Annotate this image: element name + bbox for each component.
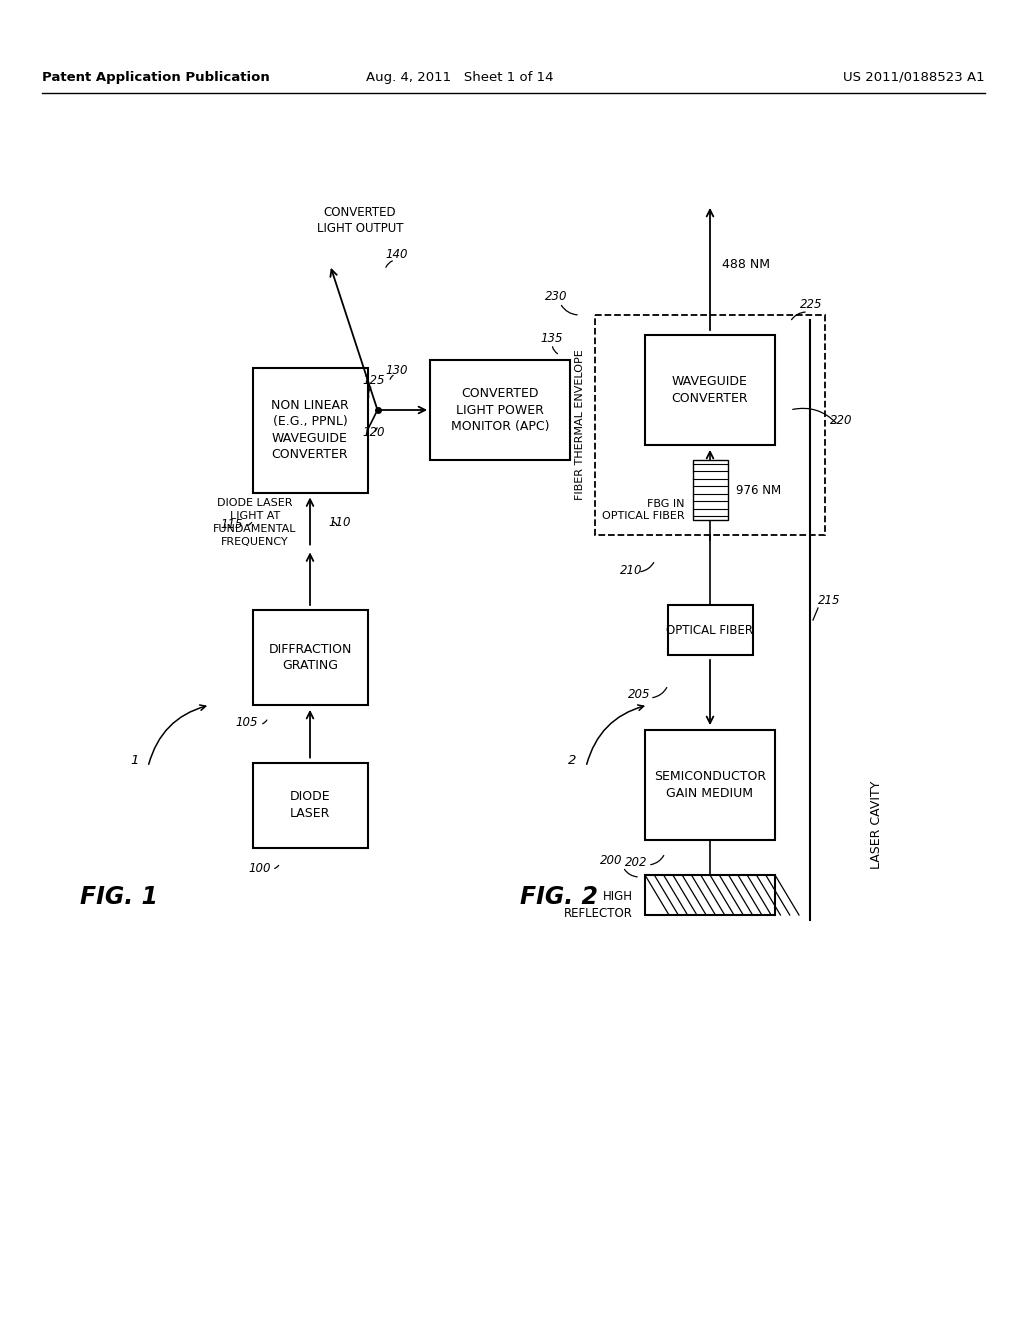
Text: DIODE LASER
LIGHT AT
FUNDAMENTAL
FREQUENCY: DIODE LASER LIGHT AT FUNDAMENTAL FREQUEN… [213, 498, 297, 546]
Text: 230: 230 [545, 290, 567, 304]
Text: 200: 200 [600, 854, 623, 866]
Bar [253, 763, 368, 847]
Text: FIG. 1: FIG. 1 [80, 884, 158, 909]
Bar [692, 459, 727, 520]
Bar [645, 335, 775, 445]
Text: NON LINEAR
(E.G., PPNL)
WAVEGUIDE
CONVERTER: NON LINEAR (E.G., PPNL) WAVEGUIDE CONVER… [271, 399, 349, 461]
Text: WAVEGUIDE
CONVERTER: WAVEGUIDE CONVERTER [672, 375, 749, 405]
Text: 225: 225 [800, 298, 822, 312]
Text: 210: 210 [620, 564, 642, 577]
Text: 1: 1 [130, 754, 138, 767]
Text: 130: 130 [385, 363, 408, 376]
Text: SEMICONDUCTOR
GAIN MEDIUM: SEMICONDUCTOR GAIN MEDIUM [654, 771, 766, 800]
Text: Aug. 4, 2011   Sheet 1 of 14: Aug. 4, 2011 Sheet 1 of 14 [367, 70, 554, 83]
Text: OPTICAL FIBER: OPTICAL FIBER [667, 623, 754, 636]
Text: HIGH
REFLECTOR: HIGH REFLECTOR [564, 890, 633, 920]
Text: 100: 100 [248, 862, 270, 874]
Bar [668, 605, 753, 655]
Text: US 2011/0188523 A1: US 2011/0188523 A1 [844, 70, 985, 83]
Text: 140: 140 [385, 248, 408, 261]
Text: 120: 120 [362, 425, 385, 438]
Text: 215: 215 [818, 594, 841, 606]
Text: FBG IN
OPTICAL FIBER: FBG IN OPTICAL FIBER [602, 499, 684, 521]
Bar [253, 610, 368, 705]
Text: CONVERTED
LIGHT POWER
MONITOR (APC): CONVERTED LIGHT POWER MONITOR (APC) [451, 387, 549, 433]
Text: DIODE
LASER: DIODE LASER [290, 791, 331, 820]
Text: 105: 105 [234, 715, 257, 729]
Text: Patent Application Publication: Patent Application Publication [42, 70, 269, 83]
Text: 110: 110 [328, 516, 350, 529]
Text: 2: 2 [568, 754, 577, 767]
Text: FIBER THERMAL ENVELOPE: FIBER THERMAL ENVELOPE [575, 350, 585, 500]
Text: DIFFRACTION
GRATING: DIFFRACTION GRATING [268, 643, 351, 672]
Text: FIG. 2: FIG. 2 [520, 884, 598, 909]
Bar [595, 315, 825, 535]
Text: LASER CAVITY: LASER CAVITY [870, 781, 883, 869]
Bar [645, 875, 775, 915]
Text: 488 NM: 488 NM [722, 259, 770, 272]
Text: 205: 205 [628, 689, 650, 701]
Bar [430, 360, 570, 459]
Bar [253, 367, 368, 492]
Text: 220: 220 [830, 413, 853, 426]
Text: 115: 115 [220, 519, 243, 532]
Text: CONVERTED
LIGHT OUTPUT: CONVERTED LIGHT OUTPUT [316, 206, 403, 235]
Text: 125: 125 [362, 374, 385, 387]
Bar [645, 730, 775, 840]
Text: 135: 135 [540, 331, 562, 345]
Text: 202: 202 [625, 857, 647, 870]
Text: 976 NM: 976 NM [735, 483, 780, 496]
